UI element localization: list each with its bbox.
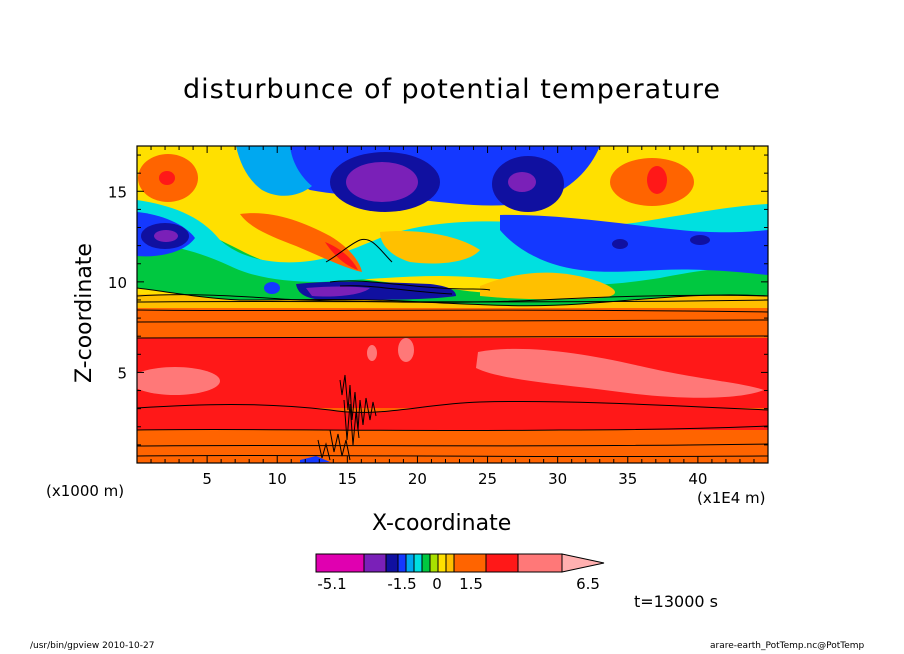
colorbar-segment [405, 553, 415, 573]
top-purple-core-right [508, 172, 536, 192]
colorbar-segment [429, 553, 439, 573]
plot-frame [136, 145, 769, 464]
colorbar-segment [421, 553, 431, 573]
x-tick-label: 10 [268, 470, 287, 488]
x-tick-label: 20 [408, 470, 427, 488]
gold-mid-region [380, 230, 480, 264]
y-tick-label: 5 [117, 364, 127, 382]
x-tick-label: 35 [618, 470, 637, 488]
gold-right-region [480, 272, 615, 300]
colorbar-segment [397, 553, 407, 573]
top-cyan-patch [236, 146, 312, 196]
colorbar-segment [453, 553, 487, 573]
colorbar-label: 0 [432, 575, 442, 593]
pink-blob-right [476, 348, 764, 398]
x-tick-marks [150, 146, 755, 463]
colorbar-segment [385, 553, 399, 573]
colorbar-segment [437, 553, 447, 573]
red-tilted-streak [325, 242, 358, 270]
purple-left-core [154, 230, 178, 242]
colorbar-segment [485, 553, 519, 573]
blue-small-a [264, 282, 280, 294]
y-tick-label: 15 [108, 183, 127, 201]
blue-mid-band [500, 214, 768, 275]
colorbar-label: -5.1 [317, 575, 346, 593]
colorbar-label: 6.5 [576, 575, 600, 593]
pink-blob-left [137, 367, 220, 395]
colorbar [315, 553, 605, 573]
pink-spot-b [398, 338, 414, 362]
footer-right: arare-earth_PotTemp.nc@PotTemp [710, 641, 865, 651]
field-layer [137, 146, 768, 463]
band-red-lower-edge [137, 401, 768, 430]
y-tick-labels: 5 10 15 [108, 183, 127, 382]
x-axis-scale-label: (x1E4 m) [697, 489, 766, 507]
x-tick-label: 5 [202, 470, 212, 488]
x-tick-label: 30 [548, 470, 567, 488]
footer-left: /usr/bin/gpview 2010-10-27 [30, 641, 155, 651]
time-stamp: t=13000 s [634, 592, 718, 611]
blue-small-c [690, 235, 710, 245]
colorbar-label: 1.5 [459, 575, 483, 593]
y-axis-scale-label: (x1000 m) [46, 482, 125, 500]
top-red-left-core [159, 171, 175, 185]
colorbar-segment [517, 553, 563, 573]
x-tick-label: 15 [338, 470, 357, 488]
pink-spot-a [367, 345, 377, 361]
x-tick-label: 25 [478, 470, 497, 488]
colorbar-segment [445, 553, 455, 573]
contour-lines [137, 287, 768, 458]
colorbar-segment [363, 553, 387, 573]
x-tick-label: 40 [688, 470, 707, 488]
top-purple-core-center [346, 162, 418, 202]
blue-small-b [612, 239, 628, 249]
band-red [137, 338, 768, 408]
purple-cold-core [306, 286, 370, 297]
colorbar-label: -1.5 [387, 575, 416, 593]
x-tick-labels: 5 10 15 20 25 30 35 40 [202, 470, 707, 488]
y-tick-marks [137, 154, 768, 446]
band-orange-mid [137, 308, 768, 338]
bottom-blue-spot [300, 456, 330, 463]
top-red-right-core [647, 166, 667, 194]
colorbar-segment [315, 553, 365, 573]
colorbar-segment [413, 553, 423, 573]
y-tick-label: 10 [108, 274, 127, 292]
colorbar-labels: -5.1 -1.5 0 1.5 6.5 [317, 575, 600, 593]
convective-scribble [317, 374, 377, 461]
chart-title: disturbunce of potential temperature [183, 74, 721, 105]
orange-tilted-streak [240, 213, 362, 272]
shear-scribble [325, 238, 491, 295]
colorbar-extend-arrow [561, 553, 605, 573]
x-axis-label: X-coordinate [372, 511, 512, 536]
y-axis-label: Z-coordinate [72, 243, 97, 383]
